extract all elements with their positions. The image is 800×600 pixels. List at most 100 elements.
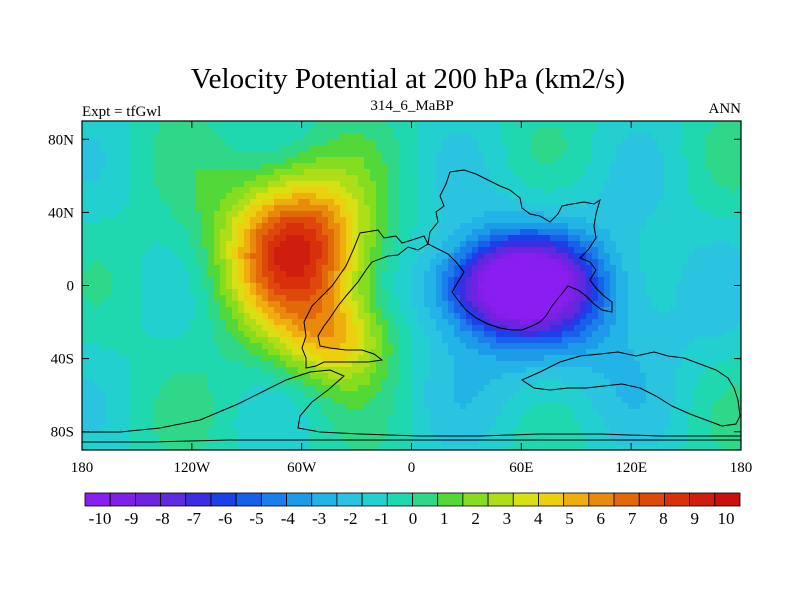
field-cell [346,211,353,218]
field-cell [610,259,617,266]
field-cell [718,253,725,260]
field-cell [646,151,653,158]
field-cell [736,151,741,158]
field-cell [598,163,605,170]
field-cell [154,133,161,140]
field-cell [478,139,485,146]
field-cell [562,295,569,302]
field-cell [268,361,275,368]
field-cell [184,283,191,290]
field-cell [646,277,653,284]
field-cell [568,349,575,356]
field-cell [322,163,329,170]
field-cell [604,145,611,152]
field-cell [286,259,293,266]
field-cell [658,181,665,188]
field-cell [622,325,629,332]
field-cell [136,241,143,248]
field-cell [94,301,101,308]
field-cell [490,325,497,332]
field-cell [736,319,741,326]
field-cell [598,223,605,230]
field-cell [496,163,503,170]
field-cell [688,259,695,266]
field-cell [136,127,143,134]
field-cell [568,181,575,188]
field-cell [502,295,509,302]
field-cell [442,133,449,140]
field-cell [220,385,227,392]
field-cell [682,169,689,176]
field-cell [130,211,137,218]
field-cell [214,199,221,206]
field-cell [418,319,425,326]
field-cell [568,301,575,308]
field-cell [604,211,611,218]
field-cell [250,247,257,254]
field-cell [586,169,593,176]
field-cell [688,337,695,344]
field-cell [106,145,113,152]
field-cell [304,211,311,218]
field-cell [724,253,731,260]
field-cell [454,241,461,248]
field-cell [208,373,215,380]
field-cell [118,319,125,326]
field-cell [568,235,575,242]
field-cell [124,163,131,170]
field-cell [292,205,299,212]
field-cell [238,217,245,224]
field-cell [346,265,353,272]
field-cell [406,175,413,182]
field-cell [316,325,323,332]
field-cell [202,253,209,260]
field-cell [442,241,449,248]
field-cell [232,259,239,266]
field-cell [664,139,671,146]
field-cell [526,193,533,200]
field-cell [670,235,677,242]
field-cell [526,379,533,386]
field-cell [208,307,215,314]
field-cell [142,235,149,242]
field-cell [136,271,143,278]
field-cell [556,379,563,386]
field-cell [184,385,191,392]
field-cell [604,385,611,392]
field-cell [388,169,395,176]
field-cell [106,259,113,266]
field-cell [382,127,389,134]
field-cell [730,319,737,326]
field-cell [424,385,431,392]
field-cell [706,181,713,188]
field-cell [292,223,299,230]
field-cell [556,157,563,164]
field-cell [256,211,263,218]
field-cell [730,133,737,140]
field-cell [136,121,143,128]
field-cell [196,169,203,176]
field-cell [244,157,251,164]
field-cell [514,307,521,314]
field-cell [562,253,569,260]
field-cell [664,229,671,236]
field-cell [562,301,569,308]
field-cell [412,181,419,188]
field-cell [112,133,119,140]
field-cell [268,133,275,140]
field-cell [94,181,101,188]
field-cell [118,139,125,146]
field-cell [472,337,479,344]
field-cell [526,217,533,224]
field-cell [556,247,563,254]
field-cell [100,163,107,170]
field-cell [214,271,221,278]
field-cell [274,247,281,254]
field-cell [670,121,677,128]
field-cell [310,313,317,320]
field-cell [478,217,485,224]
field-cell [736,289,741,296]
field-cell [94,229,101,236]
field-cell [580,373,587,380]
field-cell [706,145,713,152]
